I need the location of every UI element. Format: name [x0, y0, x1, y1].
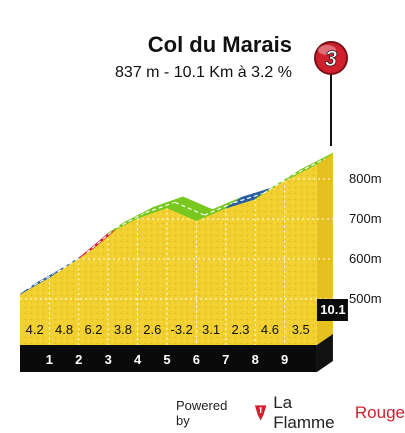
km-tick-label: 5	[163, 352, 170, 367]
segment-gradient-label: 4.8	[55, 322, 73, 337]
km-tick-label: 7	[222, 352, 229, 367]
climb-title: Col du Marais	[147, 32, 292, 57]
km-tick-label: 4	[134, 352, 142, 367]
km-tick-label: 3	[105, 352, 112, 367]
segment-gradient-label: 4.6	[261, 322, 279, 337]
ribbon-centerline	[115, 212, 146, 229]
footer: Powered by La Flamme Rouge	[176, 393, 405, 432]
segment-gradient-label: 2.6	[143, 322, 161, 337]
segment-gradient-label: 6.2	[84, 322, 102, 337]
elevation-tick-label: 500m	[349, 291, 382, 306]
category-number: 3	[325, 46, 337, 71]
elevation-tick-label: 600m	[349, 251, 382, 266]
gridlines	[20, 178, 333, 345]
km-tick-label: 2	[75, 352, 82, 367]
chart-labels: 1 2 3 4 5 6 7 8 9 10.1 4.2 4.8 6.2 3.8 2.6 -3.2 3.1 2.3 4.…	[26, 171, 382, 367]
end-distance-plate	[316, 299, 348, 321]
marker-circle	[314, 41, 348, 75]
category-marker: 3	[314, 41, 348, 146]
elevation-tick-label: 700m	[349, 211, 382, 226]
profile-side-faces	[316, 153, 333, 372]
km-tick-label: 9	[281, 352, 288, 367]
segment-gradient-label: 3.8	[114, 322, 132, 337]
km-tick-label: 1	[46, 352, 53, 367]
flame-logo-icon	[254, 405, 267, 421]
km-tick-label: 6	[193, 352, 200, 367]
gradient-ribbon	[19, 152, 334, 295]
ribbon-centerline	[233, 192, 264, 204]
ribbon-centerline	[174, 201, 205, 216]
base-right-wall	[316, 334, 333, 372]
segment-gradient-label: 3.1	[202, 322, 220, 337]
profile-right-wall	[316, 153, 333, 345]
profile-front-face	[20, 164, 317, 345]
segment-gradient-label: -3.2	[170, 322, 192, 337]
ribbon-centerline	[27, 271, 58, 290]
segment-gradient-label: 2.3	[231, 322, 249, 337]
ribbon-centerline	[292, 158, 326, 176]
brand-name-accent: Rouge	[354, 403, 405, 422]
segment-gradient-label: 4.2	[26, 322, 44, 337]
elevation-tick-label: 800m	[349, 171, 382, 186]
distance-base-strip	[20, 345, 317, 372]
ribbon-centerline	[145, 201, 176, 214]
climb-summary: 837 m - 10.1 Km à 3.2 %	[115, 64, 292, 81]
distance-base	[20, 299, 348, 372]
powered-by-text: Powered by	[176, 398, 228, 428]
segment-gradient-label: 3.5	[292, 322, 310, 337]
brand-name: La Flamme	[273, 393, 335, 432]
end-distance-label: 10.1	[320, 302, 345, 317]
ribbon-centerline	[204, 202, 235, 216]
profile-front-area	[20, 164, 317, 345]
marker-shine	[318, 45, 336, 55]
km-tick-label: 8	[252, 352, 259, 367]
